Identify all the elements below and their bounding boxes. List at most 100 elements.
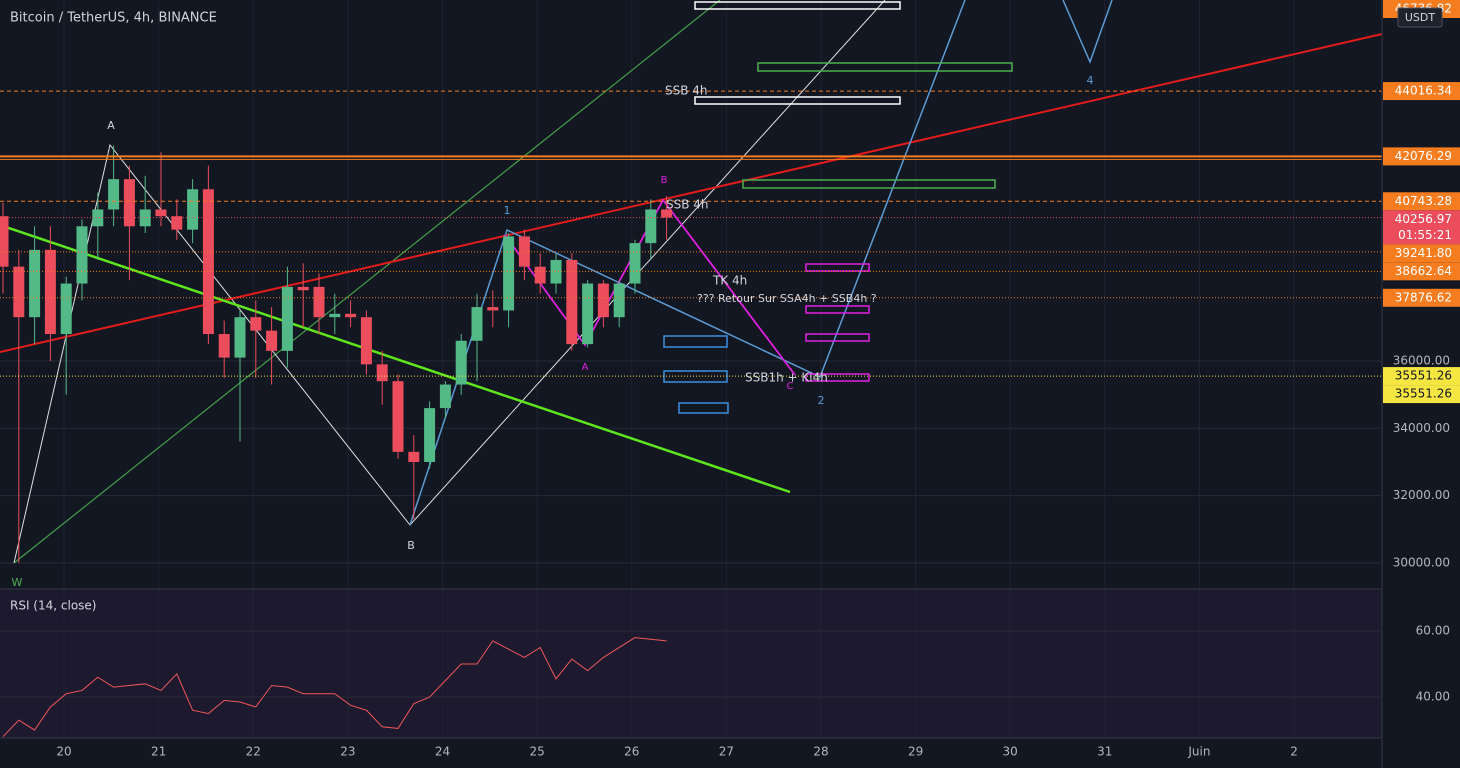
- candle-body: [455, 340, 467, 385]
- candle-body: [155, 209, 167, 217]
- rsi-line: [2, 637, 667, 738]
- y-tick-label: 36000.00: [1393, 353, 1450, 367]
- price-label-bg: [1383, 385, 1460, 404]
- candle-body: [76, 226, 88, 284]
- candle-body: [503, 236, 515, 311]
- price-label: 40743.28: [1395, 194, 1452, 208]
- candle-body: [487, 307, 499, 311]
- zone: [694, 1, 901, 10]
- candle-body: [139, 209, 151, 227]
- price-label: 40256.97: [1395, 212, 1452, 226]
- x-tick-label: Juin: [1187, 745, 1210, 759]
- candle-body: [582, 283, 594, 345]
- annotation: TK 4h: [712, 274, 747, 288]
- wave-label: W: [12, 576, 23, 589]
- series: [0, 90, 1382, 738]
- x-tick-label: 21: [151, 745, 166, 759]
- candle-body: [439, 384, 451, 409]
- candle-body: [250, 317, 262, 331]
- candle-body: [566, 259, 578, 345]
- wave-line: [504, 198, 796, 376]
- wave-line: [1062, 0, 1113, 65]
- candle-body: [518, 236, 530, 267]
- candle-body: [424, 408, 436, 462]
- x-tick-label: 2: [1290, 745, 1298, 759]
- annotation: ??? Retour Sur SSA4h + SSB4h ?: [697, 292, 877, 305]
- y-tick-label: 34000.00: [1393, 421, 1450, 435]
- price-label: 39241.80: [1395, 246, 1452, 260]
- wave-label: 4: [1087, 74, 1094, 87]
- candle-body: [629, 243, 641, 284]
- indicator-title: RSI (14, close): [10, 599, 96, 613]
- annotations: SSB 4h SSB 4h TK 4h ??? Retour Sur SSA4h…: [12, 74, 1094, 589]
- x-tick-label: 29: [908, 745, 923, 759]
- price-label: 35551.26: [1395, 387, 1452, 401]
- price-label: 35551.26: [1395, 369, 1452, 383]
- candle-body: [313, 286, 325, 318]
- drawings: [0, 0, 1383, 564]
- wave-label: A: [107, 119, 115, 132]
- trend-line: [13, 0, 721, 564]
- candle-body: [218, 334, 230, 358]
- wave-label: B: [661, 175, 668, 186]
- wave-label: A: [582, 362, 589, 373]
- zone: [663, 335, 728, 348]
- price-label-bg: [1383, 82, 1460, 101]
- candle-body: [376, 364, 388, 382]
- candle-body: [108, 179, 120, 210]
- price-label-bg: [1383, 262, 1460, 281]
- candle-body: [360, 317, 372, 365]
- zone: [805, 333, 870, 342]
- zone: [663, 370, 728, 383]
- candle-body: [123, 179, 135, 227]
- currency-label: USDT: [1405, 11, 1436, 24]
- candle-body: [60, 283, 72, 335]
- candle-body: [645, 209, 657, 244]
- price-label: 37876.62: [1395, 290, 1452, 304]
- trend-line: [0, 33, 1383, 353]
- annotation: SSB 4h: [665, 84, 708, 98]
- candle-body: [534, 266, 546, 284]
- x-tick-label: 30: [1003, 745, 1018, 759]
- candle-body: [29, 249, 41, 318]
- zone: [742, 179, 996, 189]
- grid: [0, 0, 1382, 738]
- candle-body: [597, 283, 609, 318]
- candle-body: [345, 313, 357, 318]
- candle-body: [281, 286, 293, 351]
- price-label-bg: [1383, 147, 1460, 166]
- y-tick-label: 60.00: [1416, 623, 1450, 637]
- wave-label: 1: [504, 204, 511, 217]
- candle-body: [171, 216, 183, 230]
- candle-body: [187, 189, 199, 230]
- candle-body: [234, 317, 246, 358]
- candle-body: [661, 209, 673, 218]
- x-tick-label: 20: [56, 745, 71, 759]
- x-tick-label: 25: [529, 745, 544, 759]
- y-tick-label: 30000.00: [1393, 555, 1450, 569]
- wave-label: B: [407, 539, 415, 552]
- x-tick-label: 23: [340, 745, 355, 759]
- candle-body: [0, 216, 9, 267]
- candle-body: [550, 259, 562, 284]
- x-tick-label: 26: [624, 745, 639, 759]
- y-tick-label: 40.00: [1416, 690, 1450, 704]
- zone: [678, 402, 729, 414]
- currency-tag[interactable]: [1397, 7, 1443, 28]
- zone: [805, 305, 870, 314]
- zone: [757, 62, 1013, 72]
- price-label-bg: [1383, 244, 1460, 263]
- candle-body: [613, 283, 625, 318]
- trend-line: [0, 223, 791, 494]
- candle-body: [408, 451, 420, 462]
- wave-line: [13, 0, 886, 564]
- x-tick-label: 22: [246, 745, 261, 759]
- x-tick-label: 24: [435, 745, 450, 759]
- candle-body: [329, 313, 341, 318]
- wave-label: C: [787, 381, 794, 392]
- candle-body: [392, 381, 404, 452]
- x-tick-label: 28: [813, 745, 828, 759]
- candle-body: [471, 307, 483, 341]
- y-tick-label: 32000.00: [1393, 488, 1450, 502]
